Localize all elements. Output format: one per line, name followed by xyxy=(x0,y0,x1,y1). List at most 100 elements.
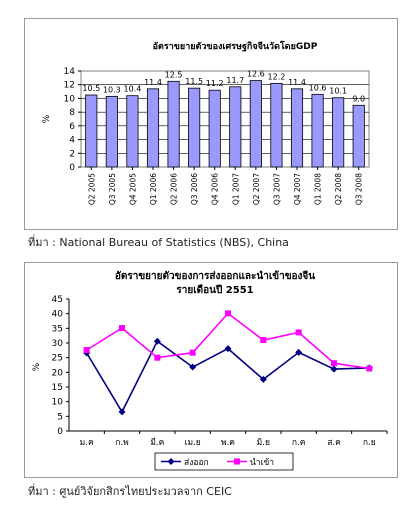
data-point xyxy=(189,349,196,356)
legend-marker xyxy=(234,458,240,465)
bar xyxy=(105,95,118,168)
y-tick-label: 35 xyxy=(52,324,63,334)
bar xyxy=(352,104,365,168)
legend-box xyxy=(154,452,294,471)
data-point xyxy=(119,325,125,332)
data-point xyxy=(295,348,303,356)
x-tick-label: Q2 2005 xyxy=(87,173,96,205)
bar xyxy=(146,88,160,168)
y-tick-label: 30 xyxy=(52,339,64,349)
gdp-chart-panel: อัตราขยายตัวของเศรษฐกิจจีนวัดโดยGDP 0 2 4 6 8… xyxy=(24,18,398,230)
bar xyxy=(270,82,283,168)
data-label: 11.7 xyxy=(226,76,244,85)
y-tick-label: 15 xyxy=(52,383,63,393)
legend-marker xyxy=(167,458,175,465)
x-tick-label: มี.ค xyxy=(150,437,164,448)
data-point xyxy=(224,345,232,353)
x-tick-label: เม.ย xyxy=(185,438,201,448)
x-tick-label: Q3 2008 xyxy=(355,173,364,205)
data-label: 12.5 xyxy=(165,70,183,79)
y-tick-label: 8 xyxy=(69,108,75,118)
x-tick-label: Q3 2005 xyxy=(108,173,117,205)
data-label: 11.5 xyxy=(185,77,203,86)
y-tick-label: 14 xyxy=(64,67,76,77)
y-axis-label: % xyxy=(32,362,42,371)
data-label: 11.4 xyxy=(288,78,306,87)
legend-label: ส่งออก xyxy=(184,458,209,468)
x-tick-label: ม.ค xyxy=(80,438,94,448)
x-tick-label: Q4 2006 xyxy=(211,173,220,205)
chart-title: อัตราขยายตัวของการส่งออกและนำเข้าของจีน xyxy=(115,270,315,282)
x-tick-label: Q2 2008 xyxy=(334,173,343,205)
x-tick-label: ก.พ xyxy=(115,438,128,448)
bar xyxy=(290,88,304,168)
bar xyxy=(126,95,139,168)
y-tick-label: 40 xyxy=(52,310,64,320)
data-point xyxy=(153,337,161,345)
chart-title: อัตราขยายตัวของเศรษฐกิจจีนวัดโดยGDP xyxy=(153,40,318,52)
data-point xyxy=(189,363,197,371)
y-tick-label: 12 xyxy=(64,81,75,91)
data-label: 12.6 xyxy=(247,70,265,79)
trade-line-chart: อัตราขยายตัวของการส่งออกและนำเข้าของจีนร… xyxy=(32,270,388,471)
x-tick-label: Q4 2005 xyxy=(128,173,137,205)
data-point xyxy=(83,347,90,354)
data-point xyxy=(330,365,338,373)
bar xyxy=(208,89,221,168)
bar xyxy=(249,80,262,168)
x-tick-label: Q4 2007 xyxy=(293,173,302,205)
data-point xyxy=(118,408,126,416)
y-tick-label: 4 xyxy=(69,136,75,146)
trade-chart-panel: อัตราขยายตัวของการส่งออกและนำเข้าของจีนร… xyxy=(24,262,398,478)
gdp-bar-chart: อัตราขยายตัวของเศรษฐกิจจีนวัดโดยGDP 0 2 4 6 8… xyxy=(42,40,370,205)
y-tick-label: 6 xyxy=(69,122,75,132)
data-point xyxy=(225,310,231,317)
y-tick-label: 10 xyxy=(64,94,76,104)
bar xyxy=(167,80,180,168)
legend: ส่งออก นำเข้า xyxy=(154,452,294,471)
trade-source-note: ที่มา : ศูนย์วิจัยกสิกรไทยประมวลจาก CEIC xyxy=(28,485,232,498)
y-axis-label: % xyxy=(42,114,52,123)
data-label: 10.1 xyxy=(329,87,347,96)
gdp-source-note: ที่มา : National Bureau of Statistics (N… xyxy=(28,236,289,249)
bar xyxy=(332,97,345,168)
data-point xyxy=(260,337,267,344)
x-tick-label: Q1 2008 xyxy=(314,173,323,205)
data-label: 12.2 xyxy=(268,72,286,81)
y-tick-label: 25 xyxy=(52,354,63,364)
x-tick-label: มิ.ย xyxy=(257,438,270,448)
x-tick-label: Q2 2007 xyxy=(252,173,261,205)
data-point xyxy=(331,360,337,367)
x-tick-label: Q3 2006 xyxy=(190,173,199,205)
x-tick-label: Q3 2007 xyxy=(272,173,281,205)
bar xyxy=(188,87,201,168)
bar xyxy=(85,94,98,168)
y-tick-label: 5 xyxy=(57,412,63,422)
legend-label: นำเข้า xyxy=(250,457,274,468)
x-tick-label: ก.ค xyxy=(292,438,306,448)
y-tick-label: 0 xyxy=(69,163,75,173)
data-label: 9.0 xyxy=(352,94,365,103)
data-label: 10.3 xyxy=(103,85,121,94)
data-point xyxy=(366,365,373,372)
x-tick-label: Q1 2006 xyxy=(149,173,158,205)
y-tick-label: 2 xyxy=(69,149,75,159)
bar xyxy=(311,93,324,168)
data-point xyxy=(154,354,161,361)
data-label: 11.4 xyxy=(144,78,162,87)
data-label: 10.6 xyxy=(309,83,327,92)
data-label: 11.2 xyxy=(206,79,224,88)
data-label: 10.5 xyxy=(82,84,100,93)
data-point xyxy=(259,375,267,383)
bar xyxy=(229,86,242,168)
y-tick-label: 10 xyxy=(52,398,64,408)
x-tick-label: Q2 2006 xyxy=(170,173,179,205)
x-tick-label: พ.ค xyxy=(221,438,235,448)
data-point xyxy=(295,329,302,336)
data-label: 10.4 xyxy=(124,85,142,94)
y-tick-label: 0 xyxy=(57,427,63,437)
y-tick-label: 45 xyxy=(52,295,63,305)
series-line xyxy=(86,312,370,370)
chart-subtitle: รายเดือนปี 2551 xyxy=(176,284,253,296)
y-tick-label: 20 xyxy=(52,368,64,378)
